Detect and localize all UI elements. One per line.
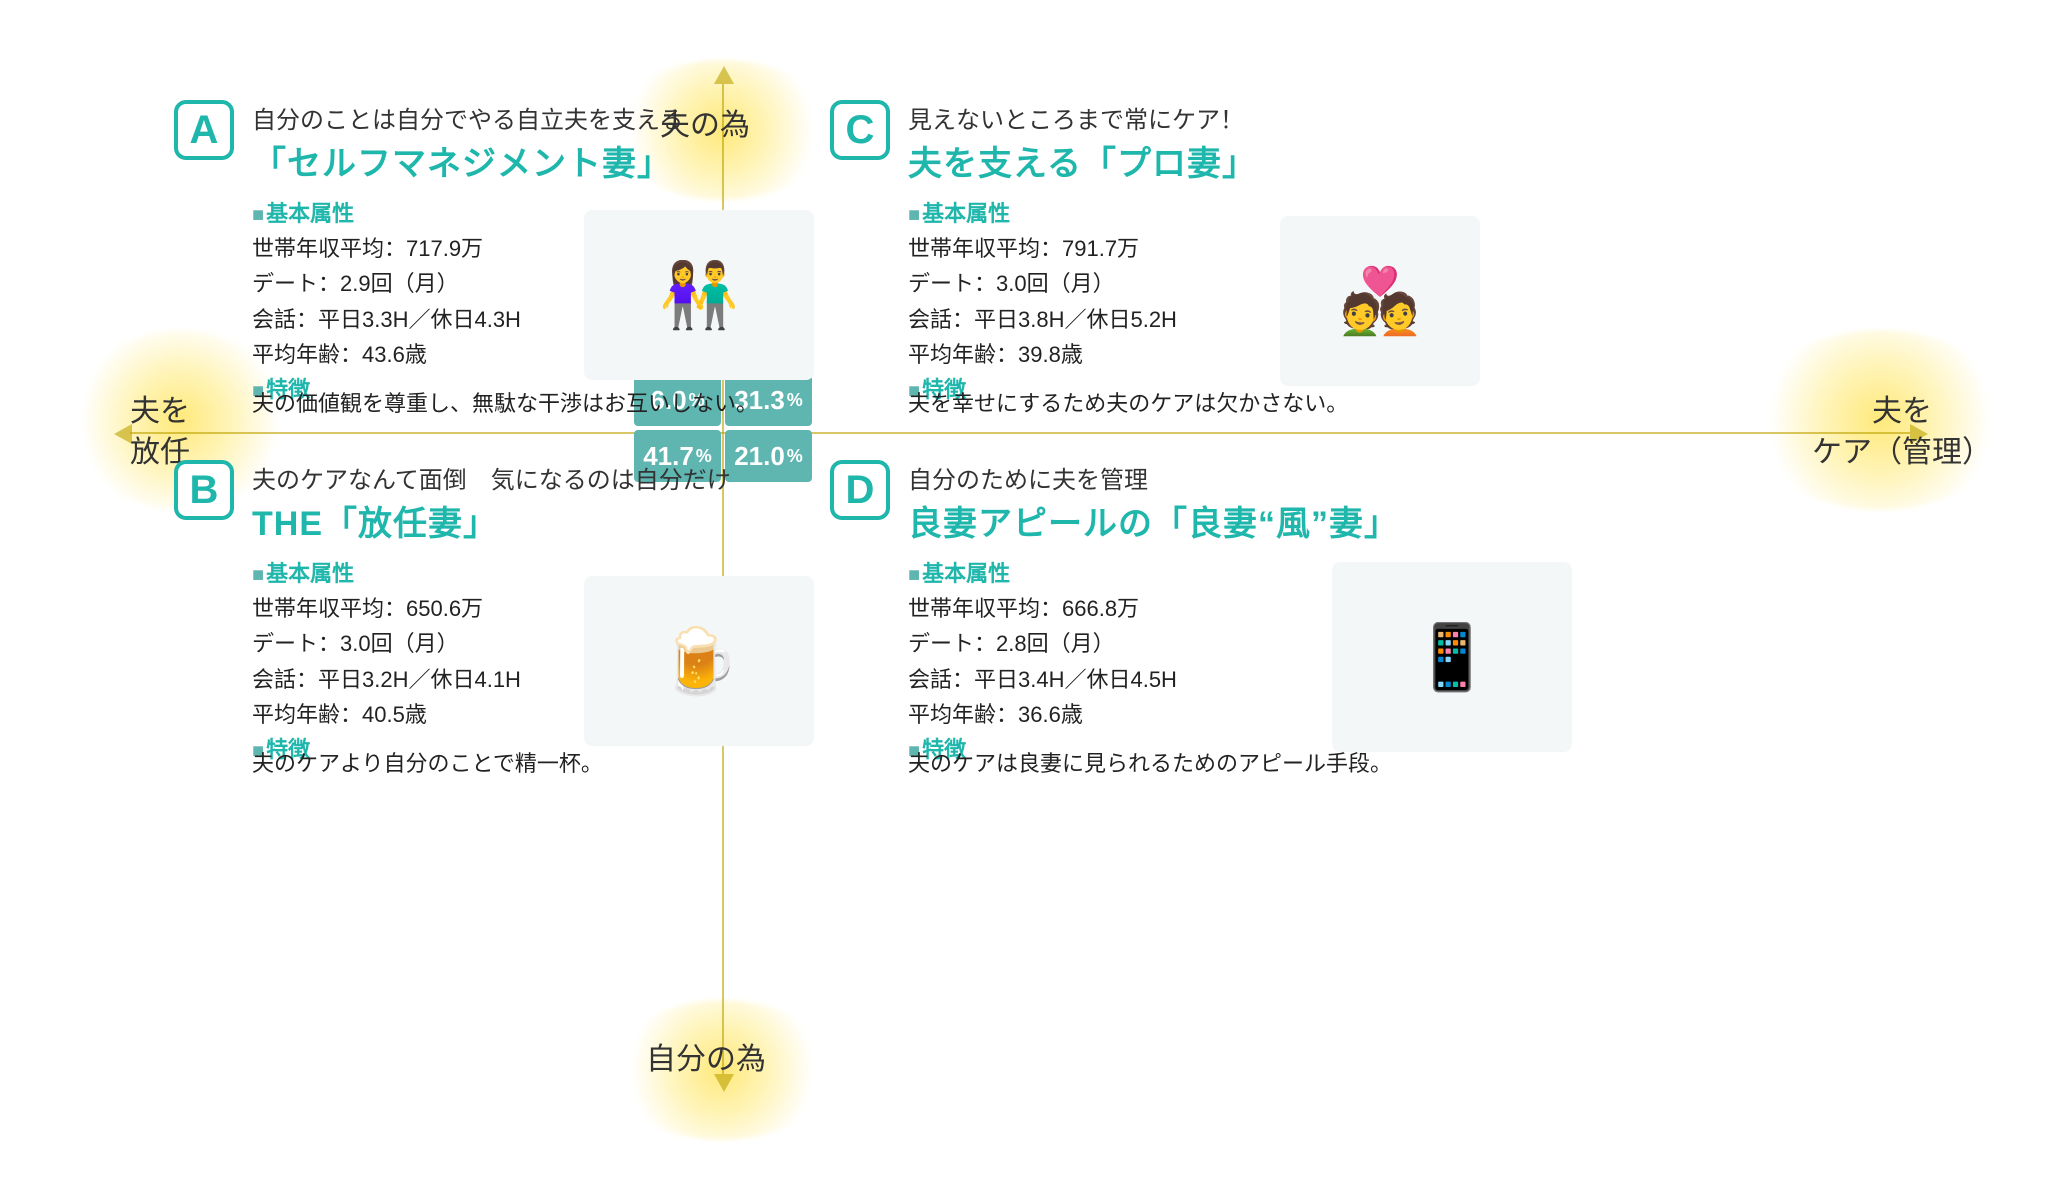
stats-c: ■基本属性 世帯年収平均：791.7万 デート：3.0回（月） 会話：平日3.8… xyxy=(908,196,1177,407)
bullet-icon: ■ xyxy=(908,564,920,586)
center-value-d: 21.0 xyxy=(734,441,785,472)
talk-b: 会話：平日3.2H／休日4.1H xyxy=(252,662,521,697)
title-c: 夫を支える「プロ妻」 xyxy=(908,136,1257,185)
people-icon: 👫 xyxy=(659,258,739,333)
illustration-c: 💑 xyxy=(1280,216,1480,386)
center-unit: % xyxy=(787,390,803,411)
talk-a: 会話：平日3.3H／休日4.3H xyxy=(252,302,521,337)
illustration-d: 📱 xyxy=(1332,562,1572,752)
tv-icon: 🍺 xyxy=(659,624,739,699)
tag-a: 自分のことは自分でやる自立夫を支える xyxy=(252,100,683,135)
title-b: THE「放任妻」 xyxy=(252,496,498,545)
feature-c: 夫を幸せにするため夫のケアは欠かさない。 xyxy=(908,386,1348,418)
arrow-up-icon xyxy=(714,66,734,84)
stats-a: ■基本属性 世帯年収平均：717.9万 デート：2.9回（月） 会話：平日3.3… xyxy=(252,196,521,407)
age-b: 平均年齢：40.5歳 xyxy=(252,697,521,732)
income-b: 世帯年収平均：650.6万 xyxy=(252,591,521,626)
date-c: デート：3.0回（月） xyxy=(908,266,1177,301)
illustration-a: 👫 xyxy=(584,210,814,380)
talk-d: 会話：平日3.4H／休日4.5H xyxy=(908,662,1177,697)
bullet-icon: ■ xyxy=(252,204,264,226)
date-a: デート：2.9回（月） xyxy=(252,266,521,301)
income-d: 世帯年収平均：666.8万 xyxy=(908,591,1177,626)
feature-a: 夫の価値観を尊重し、無駄な干渉はお互いしない。 xyxy=(252,386,758,418)
tag-c: 見えないところまで常にケア！ xyxy=(908,100,1244,135)
income-c: 世帯年収平均：791.7万 xyxy=(908,231,1177,266)
attrs-label: 基本属性 xyxy=(266,561,354,586)
phone-icon: 📱 xyxy=(1412,620,1492,695)
tag-b: 夫のケアなんて面倒 気になるのは自分だけ xyxy=(252,460,731,495)
age-a: 平均年齢：43.6歳 xyxy=(252,337,521,372)
age-c: 平均年齢：39.8歳 xyxy=(908,337,1177,372)
couple-icon: 💑 xyxy=(1340,264,1420,339)
feature-d: 夫のケアは良妻に見られるためのアピール手段。 xyxy=(908,746,1392,778)
attrs-label: 基本属性 xyxy=(266,201,354,226)
title-a: 「セルフマネジメント妻」 xyxy=(252,136,672,185)
bullet-icon: ■ xyxy=(908,204,920,226)
axis-label-right: 夫を ケア（管理） xyxy=(1812,392,1992,473)
axis-horizontal xyxy=(130,432,1910,434)
feature-b: 夫のケアより自分のことで精一杯。 xyxy=(252,746,603,778)
date-d: デート：2.8回（月） xyxy=(908,626,1177,661)
center-cell-d: 21.0% xyxy=(725,430,812,482)
badge-d: D xyxy=(830,460,890,520)
tag-d: 自分のために夫を管理 xyxy=(908,460,1148,495)
badge-a: A xyxy=(174,100,234,160)
badge-c: C xyxy=(830,100,890,160)
talk-c: 会話：平日3.8H／休日5.2H xyxy=(908,302,1177,337)
stats-b: ■基本属性 世帯年収平均：650.6万 デート：3.0回（月） 会話：平日3.2… xyxy=(252,556,521,767)
title-d: 良妻アピールの「良妻“風”妻」 xyxy=(908,496,1399,545)
axis-label-bottom: 自分の為 xyxy=(646,1040,766,1081)
age-d: 平均年齢：36.6歳 xyxy=(908,697,1177,732)
illustration-b: 🍺 xyxy=(584,576,814,746)
center-unit: % xyxy=(787,446,803,467)
quadrant-diagram: 夫の為 自分の為 夫を 放任 夫を ケア（管理） 6.0% 31.3% 41.7… xyxy=(0,0,2048,1183)
attrs-label: 基本属性 xyxy=(922,201,1010,226)
badge-b: B xyxy=(174,460,234,520)
income-a: 世帯年収平均：717.9万 xyxy=(252,231,521,266)
date-b: デート：3.0回（月） xyxy=(252,626,521,661)
bullet-icon: ■ xyxy=(252,564,264,586)
attrs-label: 基本属性 xyxy=(922,561,1010,586)
stats-d: ■基本属性 世帯年収平均：666.8万 デート：2.8回（月） 会話：平日3.4… xyxy=(908,556,1177,767)
